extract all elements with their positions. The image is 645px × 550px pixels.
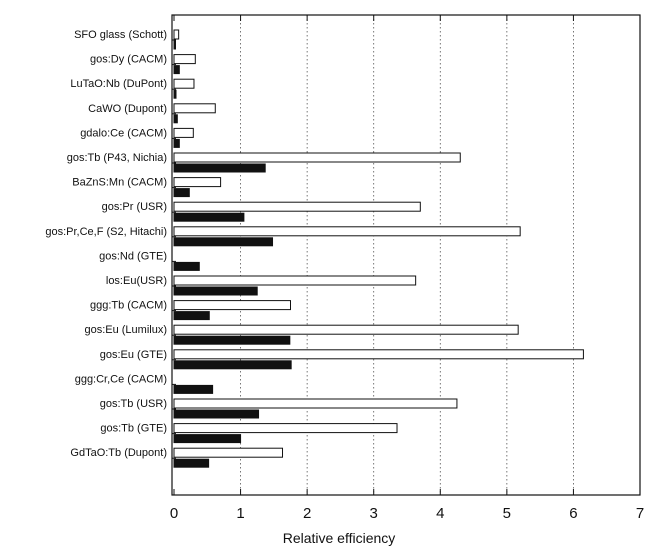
bar-filled [173,384,214,394]
bar-filled [173,212,245,222]
bar-filled [173,311,210,321]
bar-filled [173,188,190,198]
category-label: GdTaO:Tb (Dupont) [70,447,167,459]
x-axis-title: Relative efficiency [283,530,396,546]
category-label: gos:Eu (Lumilux) [84,324,167,336]
bar-filled [173,335,291,345]
bar-open [173,300,291,311]
category-label: gos:Tb (GTE) [100,423,167,435]
category-label: gdalo:Ce (CACM) [80,127,167,139]
bar-open [173,423,398,434]
category-label: gos:Tb (USR) [100,398,167,410]
category-label: BaZnS:Mn (CACM) [72,177,167,189]
category-label: gos:Eu (GTE) [100,349,167,361]
x-axis-ticks: 0 1 2 3 4 5 6 7 [170,15,644,522]
x-tick-label-6: 6 [569,505,577,522]
bar-filled [173,434,242,444]
category-label: gos:Nd (GTE) [99,250,167,262]
bar-open [173,127,194,138]
x-tick-label-5: 5 [503,505,511,522]
bar-open [173,226,521,237]
bar-open [173,78,195,89]
category-labels: SFO glass (Schott) gos:Dy (CACM) LuTaO:Nb … [45,29,167,459]
bar-open [173,152,461,163]
category-label: ggg:Cr,Ce (CACM) [75,373,167,385]
bar-open [173,447,284,458]
bars-layer [173,29,584,468]
category-label: gos:Dy (CACM) [90,54,167,66]
bar-filled [173,458,210,468]
category-label: SFO glass (Schott) [74,29,167,41]
x-tick-label-7: 7 [636,505,644,522]
bar-filled [173,360,292,370]
category-label: ggg:Tb (CACM) [90,300,167,312]
bar-open [173,29,180,40]
bar-filled [173,237,274,247]
bar-filled [173,163,266,173]
bar-open [173,349,584,360]
bar-open [173,275,417,286]
bar-filled [173,138,180,148]
bar-filled [173,89,177,99]
x-tick-label-2: 2 [303,505,311,522]
x-tick-label-0: 0 [170,505,178,522]
category-label: los:Eu(USR) [106,275,167,287]
x-tick-label-1: 1 [236,505,244,522]
x-tick-label-3: 3 [370,505,378,522]
category-label: LuTaO:Nb (DuPont) [70,78,167,90]
x-tick-label-4: 4 [436,505,444,522]
bar-filled [173,40,176,50]
bar-open [173,177,222,188]
bar-filled [173,409,260,419]
category-label: gos:Pr,Ce,F (S2, Hitachi) [45,226,167,238]
bar-open [173,54,196,65]
bar-open [173,201,421,212]
category-label: gos:Tb (P43, Nichia) [67,152,167,164]
bar-filled [173,261,200,271]
bar-filled [173,65,180,75]
grid-layer [240,15,574,495]
bar-filled [173,114,178,124]
category-label: gos:Pr (USR) [102,201,167,213]
plot-frame [171,14,641,496]
bar-open [173,398,458,409]
bar-open [173,103,216,114]
category-label: CaWO (Dupont) [88,103,167,115]
bar-filled [173,286,258,296]
bar-open [173,324,519,335]
